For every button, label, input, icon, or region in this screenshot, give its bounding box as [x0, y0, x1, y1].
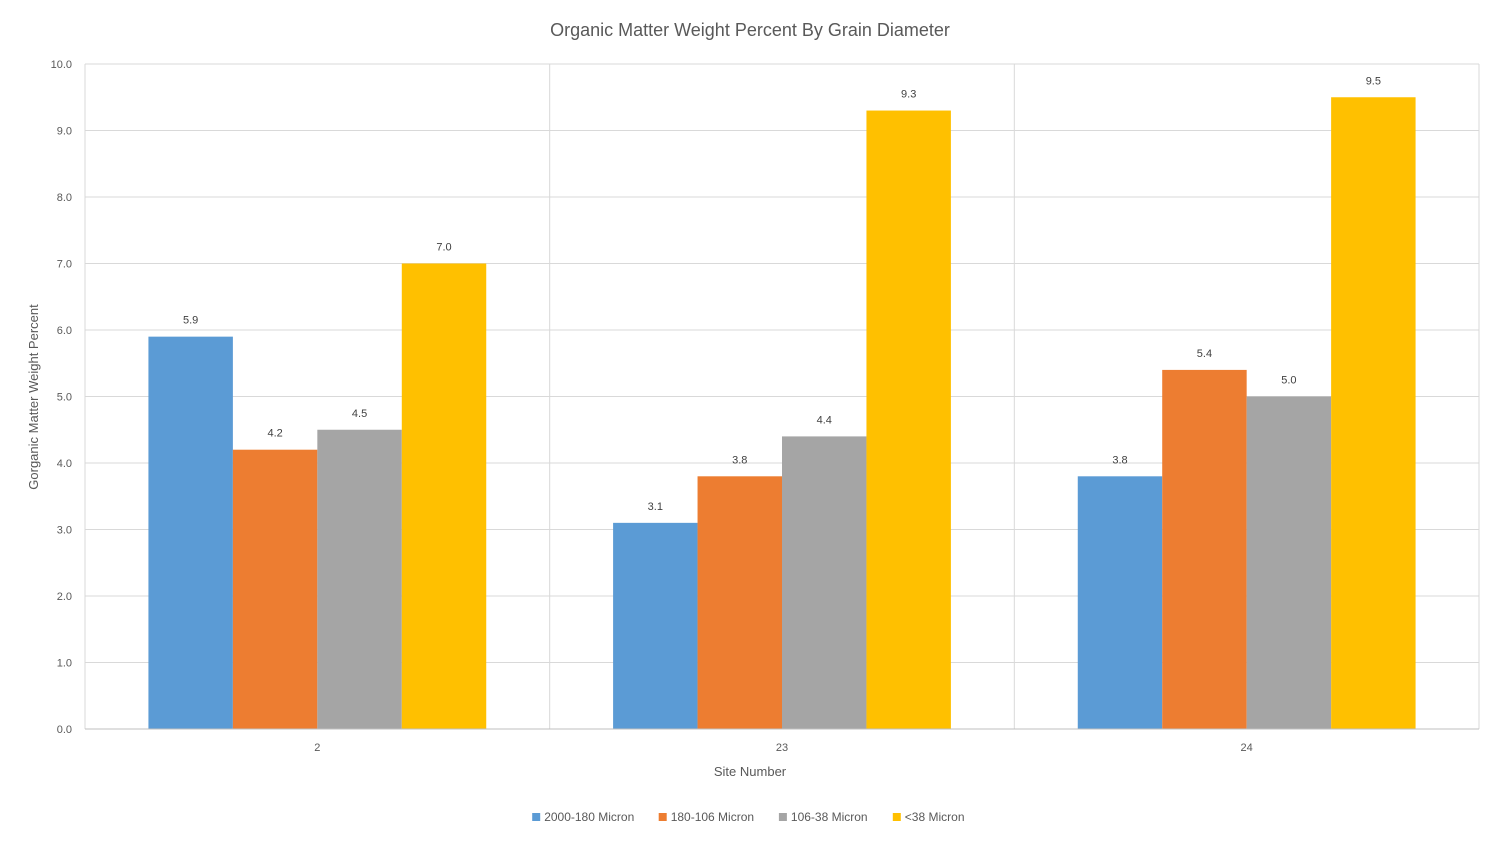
data-label: 9.3	[901, 89, 916, 101]
legend-swatch	[892, 813, 901, 821]
y-tick-label: 0.0	[57, 724, 72, 736]
bar	[613, 522, 698, 729]
bar	[1246, 396, 1332, 729]
data-label: 3.8	[1112, 454, 1127, 466]
data-label: 3.8	[732, 454, 747, 466]
x-tick-label: 2	[314, 742, 320, 754]
bar	[401, 263, 487, 729]
data-label: 4.5	[352, 408, 367, 420]
bar	[1077, 476, 1163, 729]
bar	[148, 336, 233, 729]
data-label: 4.4	[817, 414, 832, 426]
y-tick-label: 4.0	[57, 458, 72, 470]
x-axis: 2 23 24	[85, 728, 1479, 754]
bar	[317, 429, 402, 729]
legend-label: 2000-180 Micron	[544, 810, 634, 824]
bars	[148, 97, 1416, 730]
legend-swatch	[658, 813, 667, 821]
data-label: 5.4	[1197, 348, 1212, 360]
legend-label: 180-106 Micron	[671, 810, 754, 824]
y-tick-label: 10.0	[51, 59, 72, 71]
data-label: 7.0	[436, 242, 451, 254]
data-labels: 5.9 4.2 4.5 7.0 3.1 3.8 4.4 9.3 3.8 5.4 5.0 9.5	[183, 75, 1381, 513]
y-axis-title: Gorganic Matter Weight Percent	[26, 304, 41, 490]
y-tick-label: 3.0	[57, 525, 72, 537]
bar	[782, 436, 867, 729]
data-label: 5.0	[1281, 375, 1296, 387]
legend-label: <38 Micron	[905, 810, 965, 824]
y-tick-label: 8.0	[57, 192, 72, 204]
legend-swatch	[778, 813, 787, 821]
y-tick-label: 7.0	[57, 259, 72, 271]
y-tick-label: 2.0	[57, 591, 72, 603]
legend-swatch	[532, 813, 541, 821]
chart-title: Organic Matter Weight Percent By Grain D…	[550, 20, 950, 40]
data-label: 5.9	[183, 315, 198, 327]
x-tick-label: 23	[776, 742, 788, 754]
legend-label: 106-38 Micron	[791, 810, 868, 824]
bar	[1162, 369, 1247, 729]
bar	[866, 110, 951, 730]
y-tick-label: 1.0	[57, 658, 72, 670]
data-label: 3.1	[648, 501, 663, 513]
y-tick-label: 9.0	[57, 126, 72, 138]
legend: 2000-180 Micron 180-106 Micron 106-38 Micr…	[532, 810, 965, 824]
data-label: 4.2	[267, 428, 282, 440]
y-tick-label: 6.0	[57, 325, 72, 337]
bar	[1331, 97, 1416, 729]
bar	[697, 476, 782, 729]
x-tick-label: 24	[1241, 742, 1253, 754]
y-tick-label: 5.0	[57, 392, 72, 404]
bar	[232, 449, 318, 729]
y-axis: 0.0 1.0 2.0 3.0 4.0 5.0 6.0 7.0 8.0 9.0 10.0	[51, 59, 72, 736]
data-label: 9.5	[1366, 75, 1381, 87]
x-axis-title: Site Number	[714, 764, 787, 779]
